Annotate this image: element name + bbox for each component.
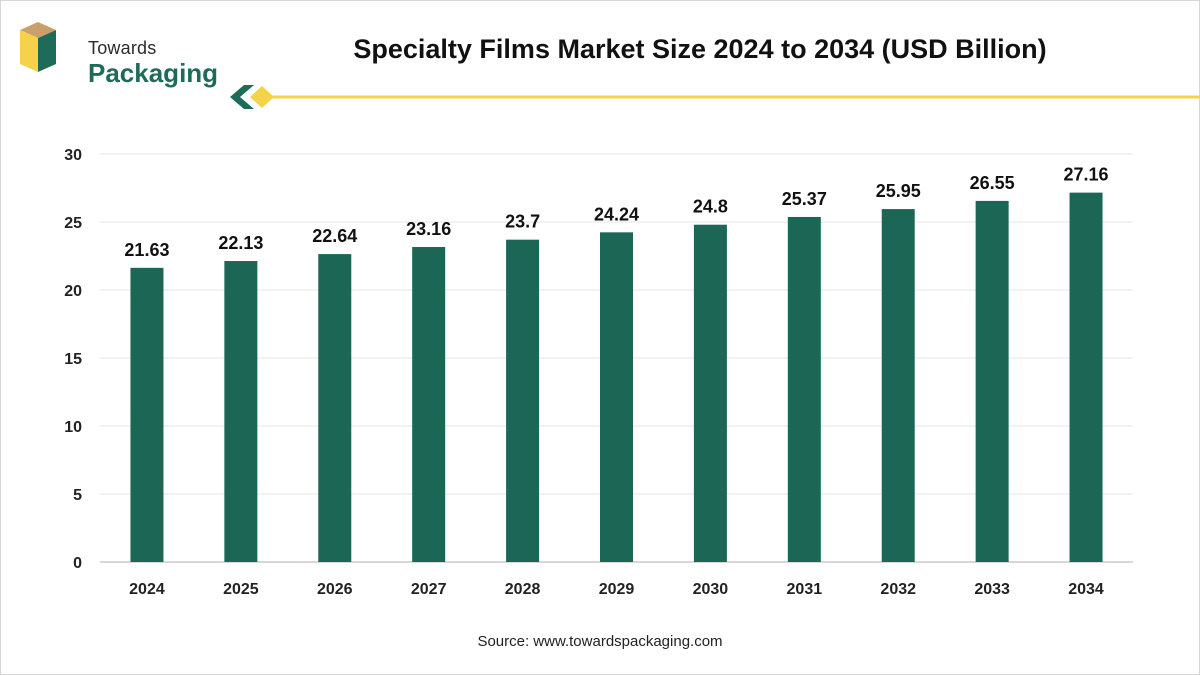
bar <box>130 267 164 562</box>
bar <box>412 247 446 563</box>
x-tick-label: 2034 <box>1068 581 1104 598</box>
y-tick-label: 30 <box>64 147 82 164</box>
x-tick-label: 2028 <box>505 581 541 598</box>
x-tick-label: 2029 <box>599 581 635 598</box>
bar <box>1069 192 1103 562</box>
x-tick-label: 2030 <box>693 581 729 598</box>
x-tick-label: 2026 <box>317 581 353 598</box>
bar <box>975 200 1009 563</box>
data-label: 24.24 <box>594 204 639 224</box>
x-tick-label: 2024 <box>129 581 165 598</box>
diamond-icon <box>250 86 274 108</box>
y-tick-label: 15 <box>64 351 82 368</box>
data-label: 23.7 <box>505 212 540 232</box>
bar <box>318 254 352 562</box>
x-tick-label: 2027 <box>411 581 447 598</box>
y-tick-label: 0 <box>73 555 82 572</box>
data-label: 23.16 <box>406 219 451 239</box>
bar <box>693 224 727 562</box>
accent-line <box>270 95 1200 99</box>
chevron-left-icon <box>230 85 254 109</box>
bar <box>881 209 915 562</box>
chart-title: Specialty Films Market Size 2024 to 2034… <box>353 34 1047 64</box>
bar <box>506 239 540 562</box>
brand-name-line2: Packaging <box>88 58 219 88</box>
x-tick-label: 2025 <box>223 581 259 598</box>
x-tick-label: 2031 <box>787 581 823 598</box>
y-axis-ticks: 0 5 10 15 20 25 30 <box>64 147 82 572</box>
x-tick-label: 2032 <box>880 581 916 598</box>
source-note: Source: www.towardspackaging.com <box>477 633 723 650</box>
data-labels: 21.63 22.13 22.64 23.16 23.7 24.24 24.8 25.37 25… <box>124 165 1108 260</box>
data-label: 26.55 <box>970 173 1015 193</box>
bars <box>130 192 1103 563</box>
data-label: 24.8 <box>693 197 728 217</box>
brand-name-line1: Towards <box>88 38 157 58</box>
bar <box>224 261 258 562</box>
y-tick-label: 10 <box>64 419 82 436</box>
data-label: 22.64 <box>312 226 357 246</box>
y-tick-label: 20 <box>64 283 82 300</box>
bar <box>787 216 821 562</box>
title-underline-decoration <box>230 85 1200 109</box>
data-label: 21.63 <box>124 240 169 260</box>
y-tick-label: 5 <box>73 487 82 504</box>
box-icon <box>20 22 56 72</box>
data-label: 25.37 <box>782 189 827 209</box>
brand-logo: Towards Packaging <box>16 18 218 88</box>
data-label: 27.16 <box>1064 165 1109 185</box>
data-label: 25.95 <box>876 181 921 201</box>
bar <box>600 232 633 562</box>
y-tick-label: 25 <box>64 215 82 232</box>
x-axis-ticks: 2024 2025 2026 2027 2028 2029 2030 2031 2032 2033… <box>129 581 1104 598</box>
x-tick-label: 2033 <box>974 581 1010 598</box>
data-label: 22.13 <box>218 233 263 253</box>
